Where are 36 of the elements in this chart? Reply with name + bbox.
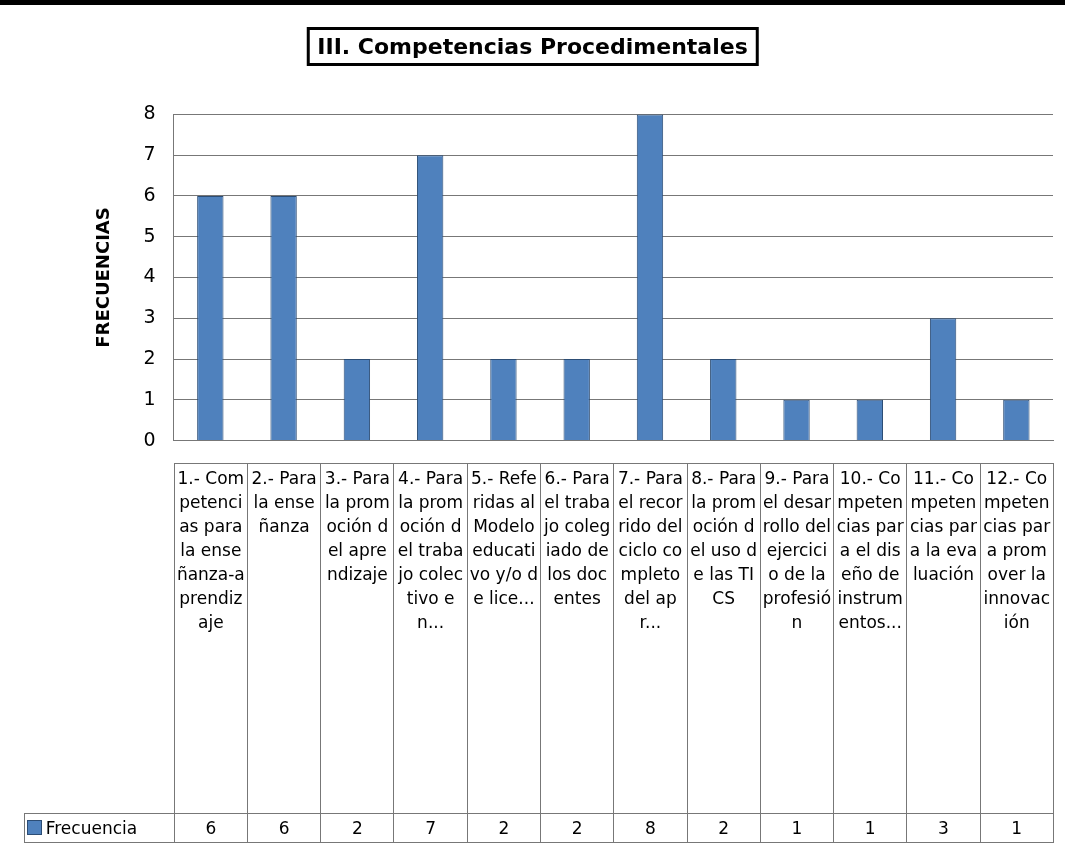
y-tick-label: 4 bbox=[143, 264, 156, 287]
data-label: 2 bbox=[687, 813, 761, 843]
data-label: 6 bbox=[247, 813, 321, 843]
data-label: 6 bbox=[174, 813, 248, 843]
x-tick-label: 4.- Para la promoción del trabajo colectivo en... bbox=[393, 463, 468, 814]
data-label: 8 bbox=[613, 813, 688, 843]
y-tick-label: 1 bbox=[143, 386, 156, 409]
y-tick-label: 7 bbox=[143, 142, 156, 165]
data-label: 1 bbox=[760, 813, 834, 843]
data-label: 1 bbox=[980, 813, 1054, 843]
x-tick-label: 2.- Para la enseñanza bbox=[247, 463, 321, 814]
data-label: 7 bbox=[393, 813, 468, 843]
y-tick-label: 6 bbox=[143, 182, 156, 205]
x-tick-label: 9.- Para el desarrollo del ejercicio de la profesión bbox=[760, 463, 834, 814]
data-label: 3 bbox=[906, 813, 981, 843]
y-tick-label: 2 bbox=[143, 345, 156, 368]
x-tick-label: 10.- Competencias para el diseño de instrumentos... bbox=[833, 463, 907, 814]
y-axis-title: FRECUENCIAS bbox=[92, 207, 114, 348]
x-tick-label: 1.- Competencias para la enseñanza-aprendizaje bbox=[174, 463, 248, 814]
x-tick-label: 5.- Referidas al Modelo educativo y/o de lice... bbox=[467, 463, 541, 814]
chart-title: III. Competencias Procedimentales bbox=[306, 27, 759, 66]
y-tick-label: 3 bbox=[143, 305, 156, 328]
data-label: 1 bbox=[833, 813, 907, 843]
x-tick-label: 8.- Para la promoción del uso de las TICS bbox=[687, 463, 761, 814]
y-tick-label: 8 bbox=[143, 101, 156, 124]
data-label: 2 bbox=[320, 813, 394, 843]
x-tick-label: 6.- Para el trabajo colegiado de los docentes bbox=[540, 463, 614, 814]
data-label: 2 bbox=[467, 813, 541, 843]
data-label: 2 bbox=[540, 813, 614, 843]
y-tick-label: 0 bbox=[143, 427, 156, 450]
legend-label: Frecuencia bbox=[24, 813, 175, 843]
y-tick-label: 5 bbox=[143, 223, 156, 246]
x-tick-label: 11.- Competencias para la evaluación bbox=[906, 463, 981, 814]
x-tick-label: 7.- Para el recorrido del ciclo completo del apr... bbox=[613, 463, 688, 814]
x-tick-label: 12.- Competencias para promover la innovación bbox=[980, 463, 1054, 814]
x-tick-label: 3.- Para la promoción del aprendizaje bbox=[320, 463, 394, 814]
